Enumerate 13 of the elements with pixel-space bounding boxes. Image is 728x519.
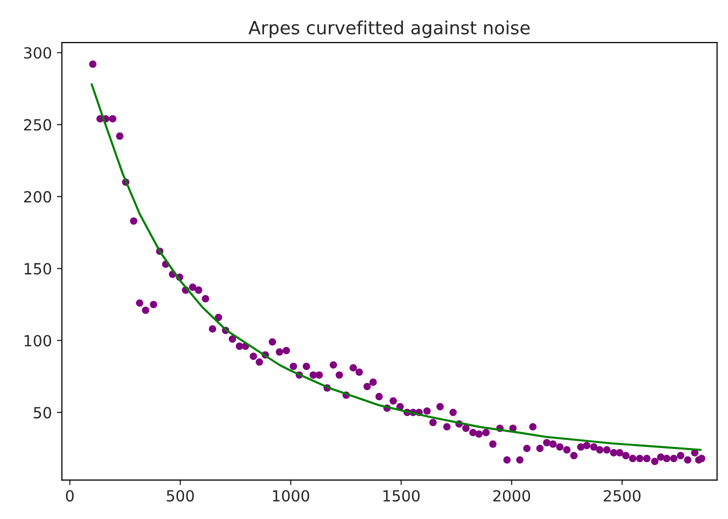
y-tick-label: 100 — [24, 334, 52, 346]
y-tick-label: 250 — [24, 119, 52, 131]
y-tick-label: 150 — [24, 262, 52, 275]
y-tick-label: 300 — [24, 47, 52, 59]
x-tick-label: 2000 — [493, 490, 530, 502]
x-tick-label: 1000 — [272, 490, 310, 502]
x-tick-label: 0 — [66, 490, 74, 502]
y-tick-label: 50 — [34, 406, 52, 418]
x-tick-label: 2500 — [604, 490, 641, 502]
x-tick-label: 1500 — [383, 490, 420, 502]
y-tick-label: 200 — [24, 191, 52, 203]
chart-title: Arpes curvefitted against noise — [248, 20, 530, 38]
x-tick-label: 500 — [166, 490, 194, 502]
